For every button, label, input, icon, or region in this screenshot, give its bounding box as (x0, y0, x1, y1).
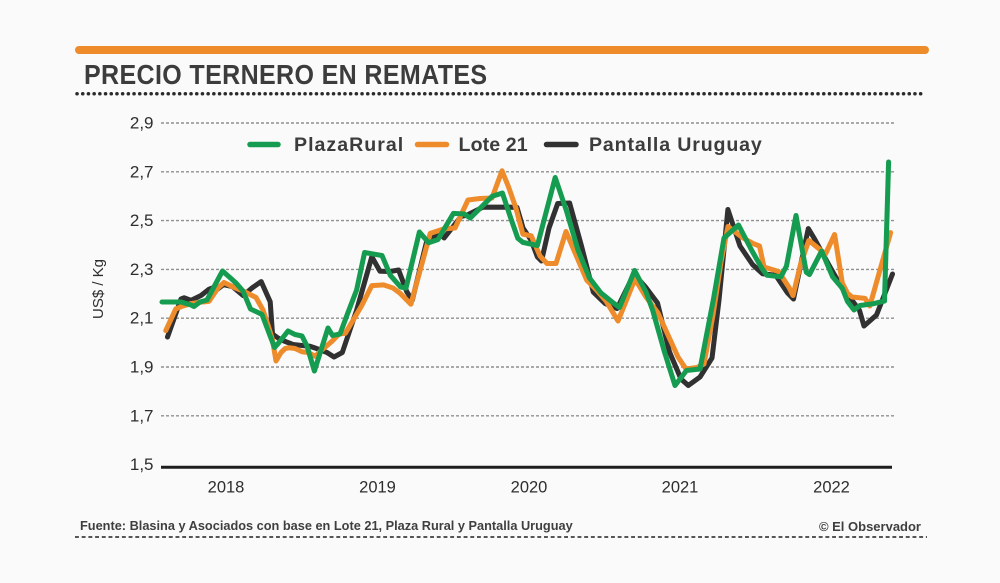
svg-text:2,5: 2,5 (130, 211, 154, 230)
svg-text:US$ / Kg: US$ / Kg (90, 259, 107, 319)
svg-text:2021: 2021 (662, 478, 699, 496)
svg-text:Pantalla Uruguay: Pantalla Uruguay (589, 134, 763, 156)
svg-text:2018: 2018 (208, 478, 245, 496)
svg-text:2,7: 2,7 (130, 162, 154, 181)
svg-text:Lote 21: Lote 21 (459, 134, 528, 156)
svg-text:2020: 2020 (511, 478, 548, 496)
svg-text:2,1: 2,1 (130, 309, 154, 328)
svg-text:PlazaRural: PlazaRural (294, 134, 404, 156)
svg-text:1,5: 1,5 (130, 455, 154, 474)
svg-text:2,9: 2,9 (130, 114, 154, 133)
svg-text:2022: 2022 (813, 478, 850, 496)
svg-text:2,3: 2,3 (130, 260, 154, 279)
svg-text:2019: 2019 (359, 478, 396, 496)
svg-text:1,7: 1,7 (130, 406, 154, 425)
svg-text:1,9: 1,9 (130, 358, 154, 377)
